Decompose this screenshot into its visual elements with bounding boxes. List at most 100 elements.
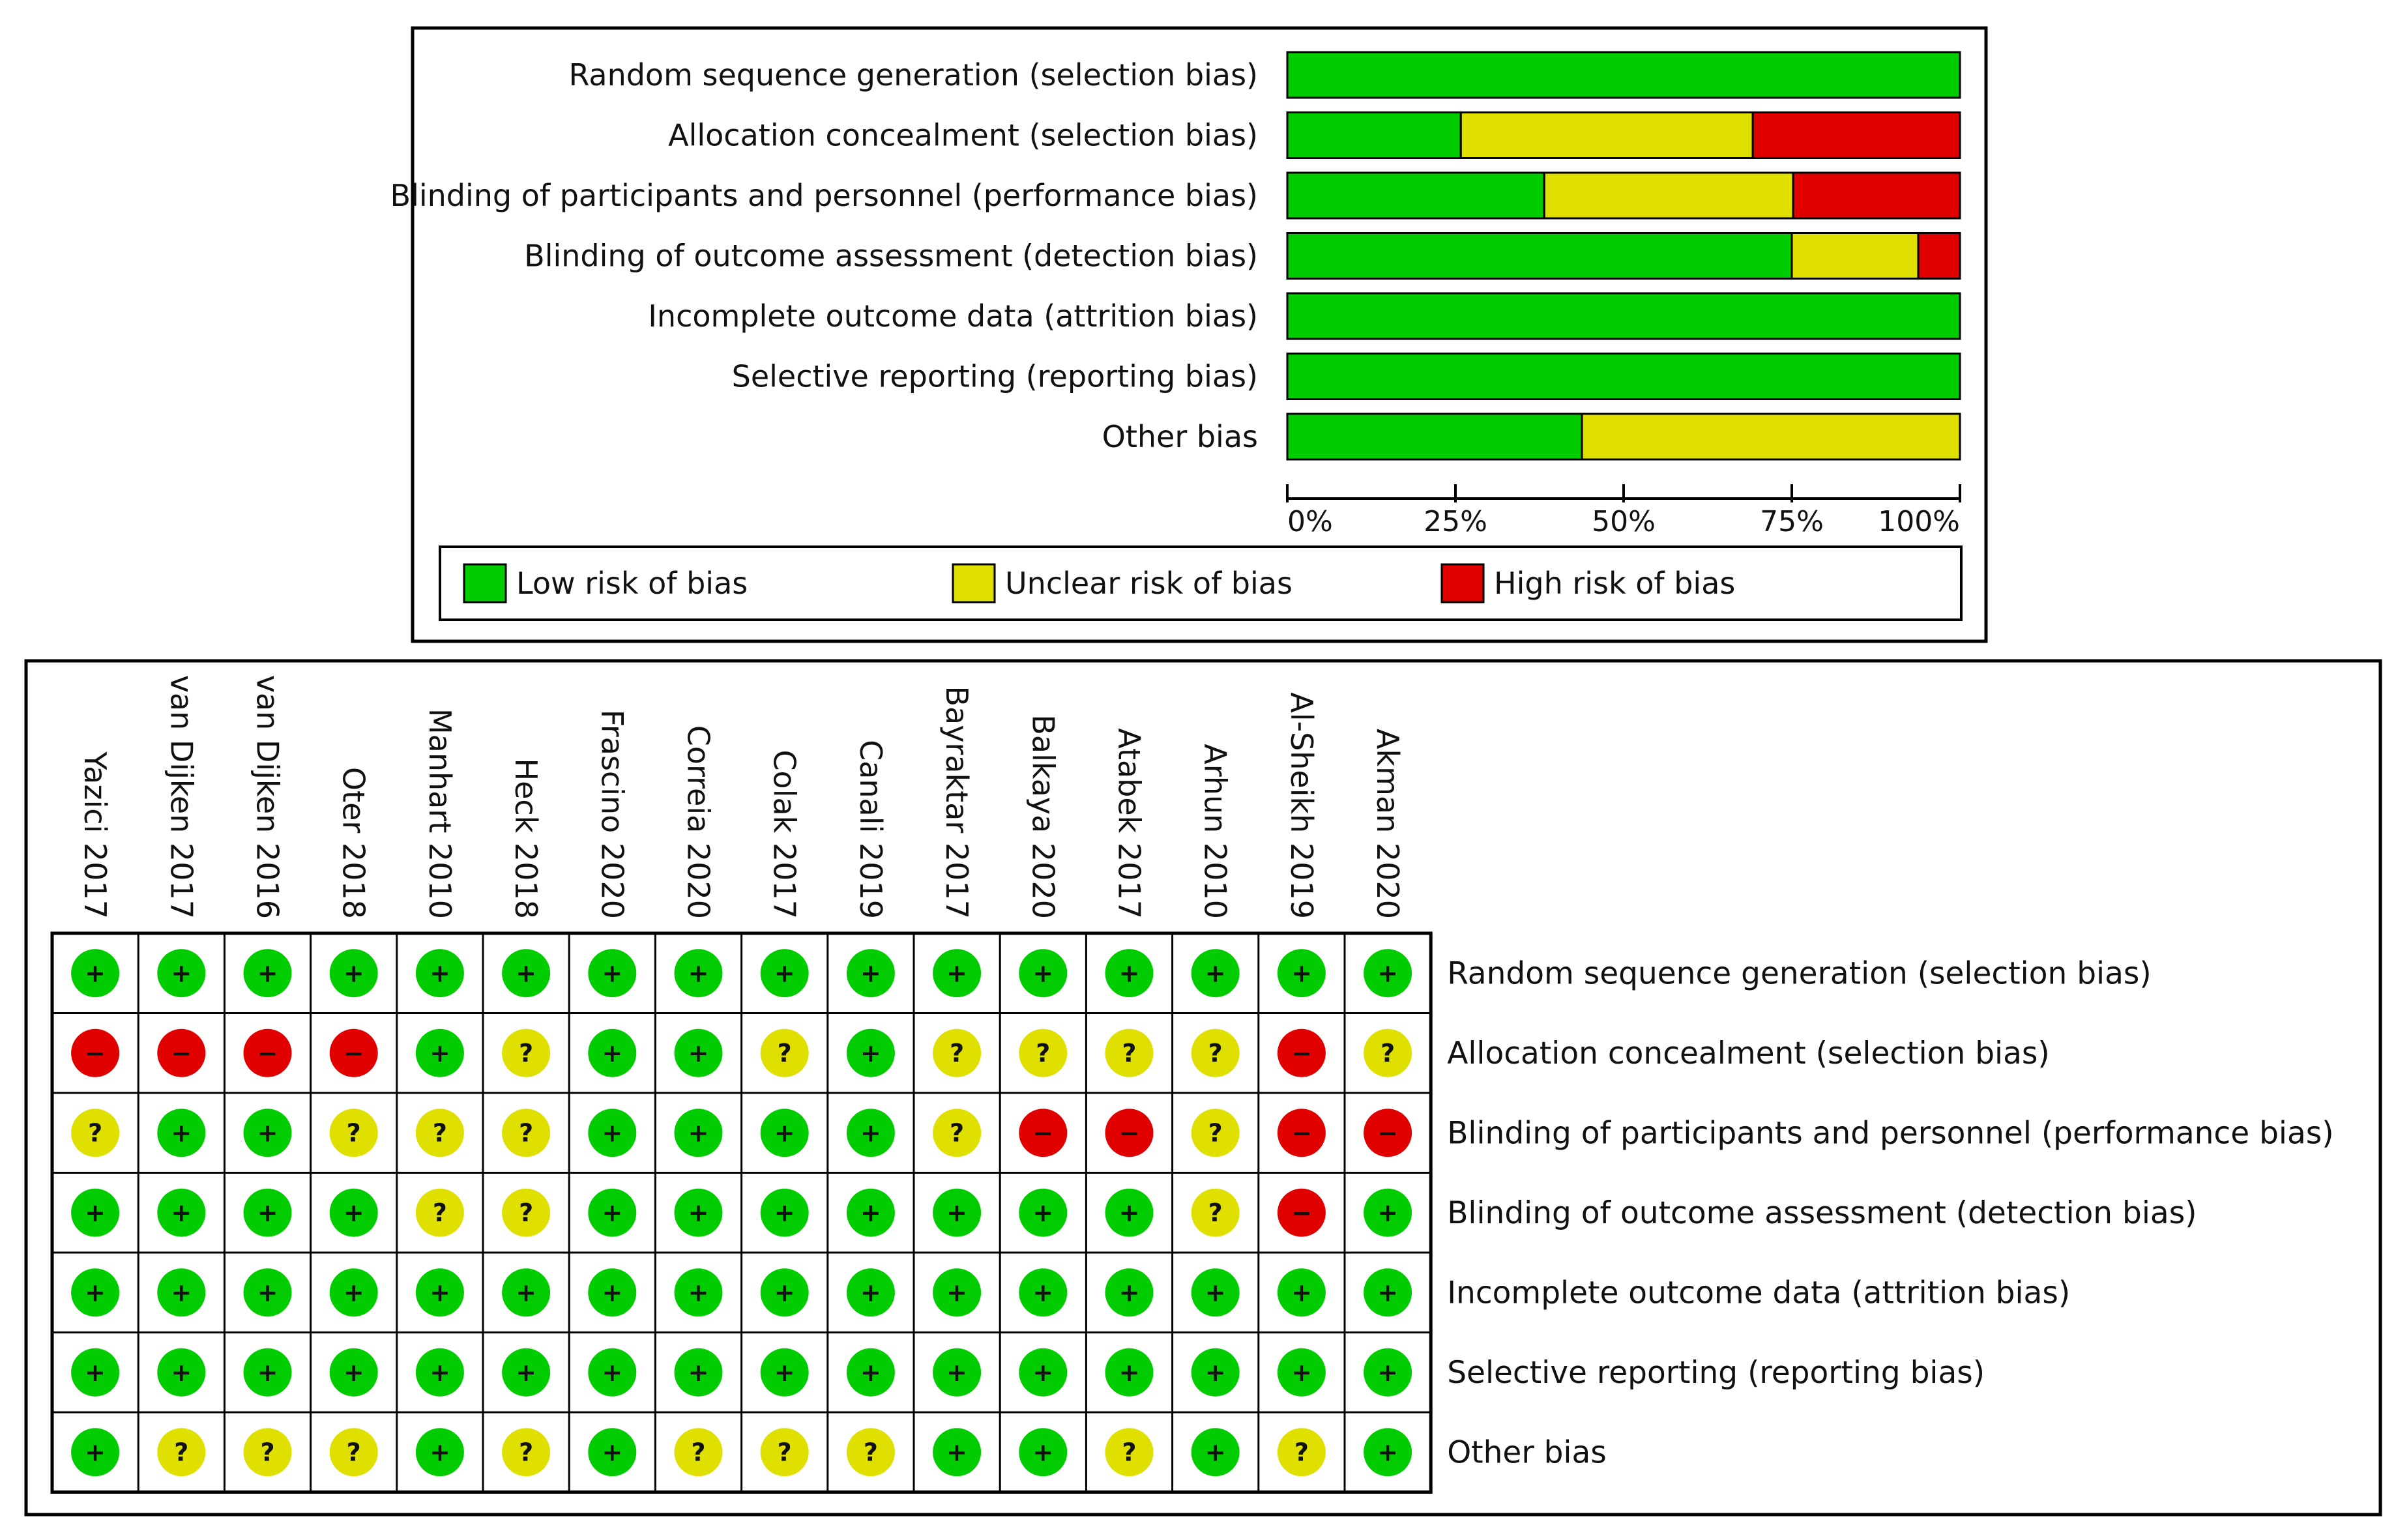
judgement-low-r4-c4 <box>415 1268 464 1317</box>
judgement-symbol-r0-c1: + <box>171 959 192 987</box>
bar-segment-low-6 <box>1286 413 1583 461</box>
judgement-symbol-r2-c7: + <box>688 1118 709 1147</box>
judgement-symbol-r0-c4: + <box>430 959 450 987</box>
judgement-high-r2-c15 <box>1364 1109 1412 1157</box>
study-label-oter-2018: Oter 2018 <box>336 767 372 919</box>
judgement-symbol-r4-c0: + <box>85 1278 106 1307</box>
judgement-unclear-r2-c5 <box>502 1109 551 1157</box>
judgement-low-r4-c1 <box>157 1268 206 1317</box>
judgement-symbol-r0-c12: + <box>1119 959 1140 987</box>
judgement-symbol-r2-c14: − <box>1291 1118 1312 1147</box>
judgement-symbol-r6-c3: ? <box>347 1438 361 1466</box>
judgement-symbol-r5-c12: + <box>1119 1358 1140 1387</box>
judgement-low-r6-c0 <box>71 1428 120 1477</box>
x-tick-label-4: 100% <box>1878 505 1960 538</box>
judgement-unclear-r1-c11 <box>1019 1028 1068 1077</box>
judgement-low-r4-c12 <box>1105 1268 1154 1317</box>
x-tick-label-0: 0% <box>1287 505 1333 538</box>
judgement-symbol-r4-c9: + <box>860 1278 881 1307</box>
judgement-low-r5-c14 <box>1277 1348 1326 1397</box>
judgement-symbol-r0-c2: + <box>257 959 278 987</box>
bar-label-selective-reporting-reporting-bias: Selective reporting (reporting bias) <box>732 359 1258 394</box>
judgement-symbol-r4-c1: + <box>171 1278 192 1307</box>
judgement-unclear-r2-c13 <box>1191 1109 1240 1157</box>
judgement-unclear-r6-c7 <box>674 1428 723 1477</box>
judgement-symbol-r0-c0: + <box>85 959 106 987</box>
judgement-low-r4-c8 <box>760 1268 809 1317</box>
study-label-manhart-2010: Manhart 2010 <box>422 708 458 919</box>
judgement-symbol-r3-c4: ? <box>433 1199 447 1227</box>
judgement-unclear-r1-c12 <box>1105 1028 1154 1077</box>
judgement-low-r4-c11 <box>1019 1268 1068 1317</box>
judgement-unclear-r3-c4 <box>415 1188 464 1237</box>
judgement-low-r4-c10 <box>933 1268 982 1317</box>
judgement-symbol-r4-c7: + <box>688 1278 709 1307</box>
judgement-low-r2-c8 <box>760 1109 809 1157</box>
judgement-high-r2-c14 <box>1277 1109 1326 1157</box>
study-label-van-dijken-2016: van Dijken 2016 <box>250 675 285 919</box>
judgement-low-r6-c13 <box>1191 1428 1240 1477</box>
judgement-low-r3-c12 <box>1105 1188 1154 1237</box>
judgement-symbol-r5-c3: + <box>343 1358 364 1387</box>
judgement-unclear-r2-c3 <box>329 1109 378 1157</box>
judgement-unclear-r1-c10 <box>933 1028 982 1077</box>
judgement-symbol-r5-c6: + <box>602 1358 622 1387</box>
judgement-low-r0-c3 <box>329 949 378 998</box>
judgement-low-r0-c8 <box>760 949 809 998</box>
bar-label-allocation-concealment-selection-bias: Allocation concealment (selection bias) <box>668 118 1258 153</box>
judgement-low-r2-c6 <box>588 1109 637 1157</box>
judgement-symbol-r0-c7: + <box>688 959 709 987</box>
judgement-symbol-r6-c1: ? <box>174 1438 188 1466</box>
judgement-low-r2-c7 <box>674 1109 723 1157</box>
judgement-symbol-r4-c5: + <box>516 1278 536 1307</box>
judgement-symbol-r5-c9: + <box>860 1358 881 1387</box>
judgement-low-r0-c9 <box>846 949 895 998</box>
judgement-symbol-r1-c12: ? <box>1122 1039 1136 1068</box>
bar-segment-low-5 <box>1286 353 1961 400</box>
judgement-unclear-r6-c9 <box>846 1428 895 1477</box>
judgement-symbol-r3-c12: + <box>1119 1199 1140 1227</box>
judgement-symbol-r4-c6: + <box>602 1278 622 1307</box>
judgement-low-r0-c12 <box>1105 949 1154 998</box>
judgement-high-r1-c1 <box>157 1028 206 1077</box>
study-label-canali-2019: Canali 2019 <box>853 740 888 919</box>
judgement-symbol-r1-c8: ? <box>778 1039 792 1068</box>
bar-label-other-bias: Other bias <box>1102 419 1258 454</box>
x-tick-label-2: 50% <box>1592 505 1656 538</box>
judgement-symbol-r5-c0: + <box>85 1358 106 1387</box>
judgement-low-r0-c4 <box>415 949 464 998</box>
judgement-symbol-r6-c13: + <box>1205 1438 1226 1466</box>
judgement-unclear-r3-c5 <box>502 1188 551 1237</box>
study-label-yazici-2017: Yazici 2017 <box>78 751 113 919</box>
judgement-symbol-r6-c11: + <box>1032 1438 1053 1466</box>
judgement-symbol-r2-c4: ? <box>433 1118 447 1147</box>
judgement-symbol-r4-c15: + <box>1377 1278 1398 1307</box>
judgement-symbol-r3-c5: ? <box>519 1199 533 1227</box>
judgement-low-r5-c7 <box>674 1348 723 1397</box>
bar-segment-unclear-2 <box>1543 171 1794 220</box>
judgement-symbol-r1-c7: + <box>688 1039 709 1068</box>
judgement-unclear-r3-c13 <box>1191 1188 1240 1237</box>
judgement-low-r1-c7 <box>674 1028 723 1077</box>
bar-segment-low-2 <box>1286 171 1545 220</box>
judgement-low-r1-c6 <box>588 1028 637 1077</box>
judgement-low-r3-c10 <box>933 1188 982 1237</box>
judgement-symbol-r1-c0: − <box>85 1039 106 1068</box>
judgement-low-r5-c15 <box>1364 1348 1412 1397</box>
judgement-low-r0-c13 <box>1191 949 1240 998</box>
judgement-symbol-r3-c7: + <box>688 1199 709 1227</box>
judgement-symbol-r3-c3: + <box>343 1199 364 1227</box>
judgement-symbol-r1-c1: − <box>171 1039 192 1068</box>
judgement-unclear-r2-c4 <box>415 1109 464 1157</box>
judgement-high-r3-c14 <box>1277 1188 1326 1237</box>
judgement-symbol-r1-c5: ? <box>519 1039 533 1068</box>
judgement-symbol-r6-c14: ? <box>1294 1438 1309 1466</box>
judgement-low-r4-c14 <box>1277 1268 1326 1317</box>
judgement-symbol-r2-c8: + <box>774 1118 795 1147</box>
judgement-symbol-r3-c9: + <box>860 1199 881 1227</box>
judgement-unclear-r2-c10 <box>933 1109 982 1157</box>
judgement-low-r0-c1 <box>157 949 206 998</box>
domain-label-blinding-of-outcome-assessment-detection-bias: Blinding of outcome assessment (detectio… <box>1447 1195 2197 1231</box>
x-tick-label-1: 25% <box>1424 505 1487 538</box>
judgement-low-r3-c8 <box>760 1188 809 1237</box>
